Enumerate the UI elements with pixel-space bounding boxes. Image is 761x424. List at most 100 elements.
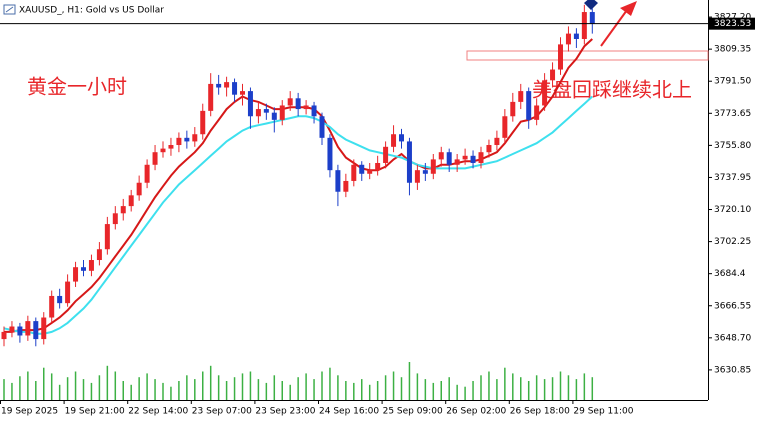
icon-line	[5, 6, 14, 13]
candle-body	[168, 145, 174, 149]
candle-body	[573, 33, 579, 39]
y-tick-label: 3666.55	[714, 301, 751, 311]
candle-body	[542, 80, 548, 106]
candle-body	[65, 281, 71, 304]
candle-body	[136, 182, 142, 196]
candle-body	[279, 105, 285, 120]
candle-body	[287, 98, 293, 106]
y-tick-label: 3773.65	[714, 109, 751, 119]
candle-body	[144, 164, 150, 183]
chart-title: XAUUSD_, H1: Gold vs US Dollar	[19, 6, 164, 16]
candle-body	[486, 145, 492, 153]
candle-body	[383, 146, 389, 163]
candle-body	[41, 317, 47, 340]
candle-body	[81, 267, 86, 271]
candle-body	[462, 155, 468, 160]
candle-body	[327, 137, 333, 171]
x-tick-label: 19 Sep 21:00	[65, 407, 125, 417]
x-tick-label: 23 Sep 23:00	[255, 407, 315, 417]
candle-body	[343, 180, 349, 192]
candle-body	[351, 164, 357, 181]
candle-body	[17, 326, 23, 336]
y-tick-label: 3791.50	[714, 77, 751, 87]
candle-body	[49, 295, 55, 318]
candle-body	[240, 91, 245, 95]
candle-body	[224, 82, 230, 88]
candle-body	[232, 82, 238, 95]
candle-body	[550, 69, 556, 81]
candle-body	[96, 249, 102, 261]
candle-body	[208, 83, 214, 111]
y-tick-label: 3720.10	[714, 205, 751, 215]
candle-body	[9, 326, 15, 332]
y-tick-label: 3827.20	[714, 13, 751, 23]
candle-body	[295, 98, 301, 110]
y-tick-label: 3630.85	[714, 365, 751, 375]
candle-body	[216, 83, 222, 88]
candle-body	[589, 12, 595, 24]
candle-body	[33, 321, 39, 340]
candle-body	[88, 260, 94, 271]
candle-body	[422, 170, 428, 174]
candle-body	[176, 137, 182, 146]
candle-body	[518, 91, 524, 102]
y-tick-label: 3648.70	[714, 333, 751, 343]
candle-body	[128, 195, 134, 207]
y-tick-label: 3755.80	[714, 141, 751, 151]
candle-body	[438, 152, 444, 160]
candle-body	[478, 152, 484, 163]
candle-body	[120, 206, 126, 214]
last-price-box	[709, 17, 755, 30]
candle-body	[446, 152, 452, 165]
candle-body	[526, 91, 532, 120]
candle-body	[430, 159, 436, 174]
candle-body	[192, 134, 198, 142]
y-tick-label: 3809.35	[714, 45, 751, 55]
candle-body	[359, 164, 365, 174]
candle-body	[581, 12, 587, 39]
annotation: 美盘回踩继续北上	[532, 78, 692, 102]
candle-body	[184, 137, 190, 142]
y-tick-label: 3684.4	[714, 269, 746, 279]
candle-body	[57, 295, 63, 304]
x-tick-label: 25 Sep 09:00	[383, 407, 443, 417]
x-tick-label: 29 Sep 11:00	[573, 407, 633, 417]
candle-body	[414, 170, 420, 183]
candle-body	[510, 101, 516, 117]
symbol-icon	[3, 4, 16, 15]
candle-body	[470, 155, 476, 163]
annotation: 黄金一小时	[27, 75, 127, 99]
x-tick-label: 24 Sep 16:00	[319, 407, 379, 417]
candle-body	[263, 109, 269, 113]
candle-body	[502, 116, 508, 138]
resistance-box	[466, 50, 709, 61]
candle-body	[73, 267, 79, 282]
x-tick-label: 22 Sep 14:00	[128, 407, 188, 417]
trend-arrow	[600, 9, 628, 47]
candle-body	[1, 331, 7, 340]
candle-body	[160, 148, 166, 153]
candle-body	[534, 105, 540, 120]
candle-body	[454, 159, 460, 165]
candle-body	[335, 170, 341, 192]
candle-body	[25, 321, 31, 336]
candle-body	[494, 137, 500, 146]
candle-body	[247, 91, 253, 117]
candle-body	[375, 162, 381, 171]
x-tick-label: 23 Sep 07:00	[192, 407, 252, 417]
trend-arrow-head	[620, 1, 637, 16]
candle-body	[104, 224, 110, 250]
candle-body	[406, 141, 412, 183]
moving-average	[3, 95, 593, 335]
last-price-label: 3823.53	[714, 19, 751, 29]
candle-body	[303, 105, 309, 110]
candle-body	[112, 213, 118, 225]
candle-body	[311, 105, 317, 117]
x-tick-label: 19 Sep 2025	[1, 407, 58, 417]
x-tick-label: 26 Sep 02:00	[446, 407, 506, 417]
candle-body	[152, 152, 158, 165]
candle-body	[255, 109, 261, 117]
candle-body	[565, 33, 571, 45]
